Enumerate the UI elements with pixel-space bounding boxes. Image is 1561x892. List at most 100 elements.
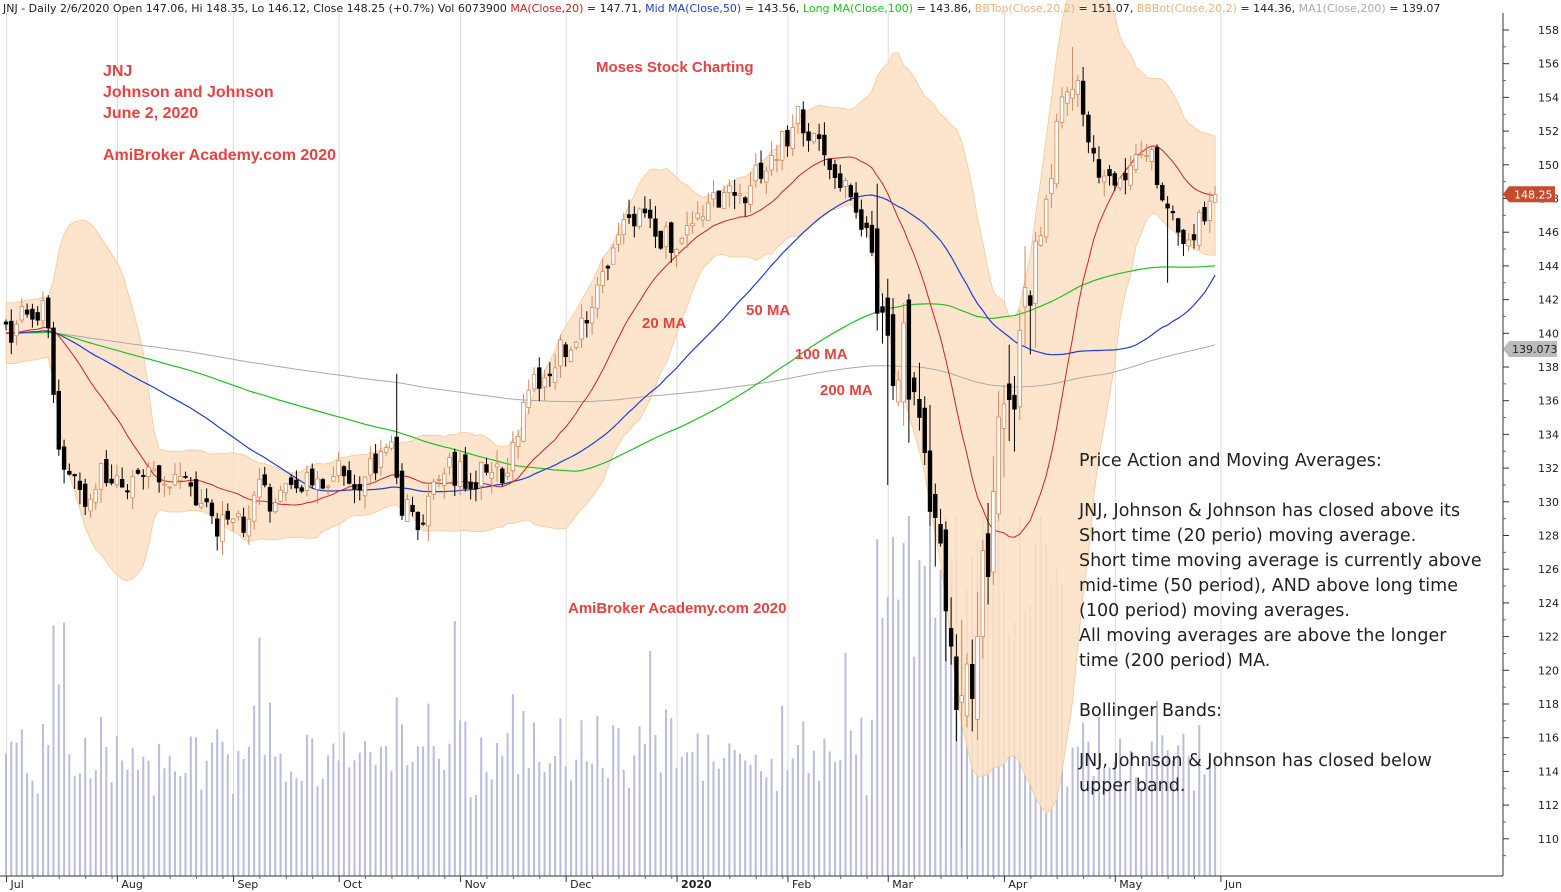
commentary-line: Bollinger Bands: bbox=[1079, 701, 1222, 721]
candle-up bbox=[748, 185, 753, 205]
candle-up bbox=[521, 401, 526, 442]
candle-down bbox=[653, 218, 658, 237]
label-50ma: 50 MA bbox=[746, 302, 790, 319]
volume-bar bbox=[321, 778, 324, 876]
header-segment: BBTop(Close,20,2) bbox=[975, 2, 1075, 15]
annotation-date: June 2, 2020 bbox=[103, 105, 198, 122]
volume-bar bbox=[26, 773, 29, 876]
volume-bar bbox=[686, 752, 689, 876]
volume-bar bbox=[274, 756, 277, 876]
candle-up bbox=[1133, 154, 1139, 170]
volume-bar bbox=[775, 790, 778, 876]
candle-down bbox=[209, 502, 215, 517]
candle-down bbox=[135, 469, 141, 474]
volume-bar bbox=[464, 721, 467, 876]
y-tick-label: 140 bbox=[1538, 327, 1559, 340]
volume-bar bbox=[332, 743, 335, 876]
candle-down bbox=[933, 493, 938, 518]
candle-down bbox=[193, 479, 199, 506]
volume-bar bbox=[364, 740, 367, 876]
candle-down bbox=[890, 314, 896, 387]
y-tick-label: 152 bbox=[1538, 125, 1559, 138]
volume-bar bbox=[1066, 786, 1069, 876]
volume-bar bbox=[812, 750, 815, 876]
candle-down bbox=[1086, 114, 1091, 143]
label-100ma: 100 MA bbox=[795, 346, 848, 363]
candle-down bbox=[626, 214, 632, 218]
volume-bar bbox=[849, 730, 852, 876]
header-segment: Long MA(Close,100) bbox=[803, 2, 913, 15]
candle-up bbox=[764, 170, 769, 183]
candle-up bbox=[93, 488, 98, 503]
volume-bar bbox=[749, 764, 752, 876]
x-tick-label: Nov bbox=[465, 878, 487, 891]
candle-down bbox=[1007, 383, 1012, 401]
volume-bar bbox=[580, 720, 583, 876]
candle-up bbox=[246, 518, 252, 537]
candle-up bbox=[336, 460, 341, 476]
candle-down bbox=[970, 663, 975, 699]
candle-down bbox=[35, 312, 40, 321]
candle-down bbox=[743, 197, 748, 204]
volume-bar bbox=[517, 774, 520, 876]
volume-bar bbox=[522, 711, 525, 876]
candle-up bbox=[1059, 96, 1065, 123]
candle-down bbox=[320, 479, 325, 489]
ma50-line-group bbox=[5, 194, 1216, 493]
candle-up bbox=[236, 513, 241, 518]
y-tick-label: 138 bbox=[1538, 361, 1559, 374]
volume-bar bbox=[163, 768, 166, 876]
y-tick-label: 124 bbox=[1538, 597, 1559, 610]
volume-bar bbox=[406, 765, 409, 876]
commentary-line: Short time moving average is currently a… bbox=[1079, 551, 1482, 571]
candle-down bbox=[758, 162, 764, 179]
volume-bar bbox=[1198, 725, 1201, 876]
candle-down bbox=[420, 522, 426, 525]
volume-bar bbox=[818, 780, 821, 876]
candle-up bbox=[478, 461, 484, 487]
volume-bar bbox=[802, 721, 805, 876]
candle-down bbox=[373, 453, 378, 474]
candle-down bbox=[885, 297, 890, 336]
volume-bar bbox=[1145, 760, 1148, 876]
volume-bar bbox=[232, 793, 235, 876]
volume-bar bbox=[1129, 750, 1132, 876]
volume-bar bbox=[1140, 787, 1143, 876]
y-tick-label: 118 bbox=[1538, 698, 1559, 711]
candle-down bbox=[67, 470, 72, 475]
candle-down bbox=[1096, 159, 1102, 178]
candle-up bbox=[589, 307, 595, 324]
y-tick-label: 158 bbox=[1538, 24, 1559, 37]
volume-bar bbox=[41, 723, 44, 876]
header-segment: = 139.07 bbox=[1386, 2, 1441, 15]
candle-down bbox=[473, 482, 479, 490]
candle-down bbox=[156, 465, 162, 483]
volume-bar bbox=[342, 732, 345, 876]
header-segment: BBBot(Close,20,2) bbox=[1137, 2, 1237, 15]
candle-down bbox=[341, 466, 347, 477]
volume-bar bbox=[443, 770, 446, 876]
volume-bar bbox=[437, 758, 440, 876]
candle-up bbox=[611, 247, 616, 265]
candle-down bbox=[537, 367, 542, 389]
volume-bar bbox=[554, 755, 557, 876]
volume-bar bbox=[84, 737, 87, 876]
candle-up bbox=[1075, 80, 1081, 95]
candle-down bbox=[357, 484, 362, 491]
candle-down bbox=[827, 158, 832, 170]
volume-bar bbox=[628, 787, 631, 876]
header-segment: MA1(Close,200) bbox=[1299, 2, 1386, 15]
candle-down bbox=[188, 482, 193, 487]
x-tick-label: Dec bbox=[570, 878, 591, 891]
volume-bar bbox=[131, 747, 134, 876]
candle-up bbox=[88, 498, 93, 512]
candle-up bbox=[40, 300, 46, 322]
candle-up bbox=[1102, 175, 1107, 183]
volume-bar bbox=[733, 750, 736, 876]
candle-up bbox=[901, 322, 906, 403]
volume-bar bbox=[311, 738, 314, 876]
candle-up bbox=[1054, 120, 1059, 185]
volume-bar bbox=[839, 760, 842, 876]
candle-down bbox=[917, 398, 922, 418]
volume-bar bbox=[47, 745, 50, 876]
